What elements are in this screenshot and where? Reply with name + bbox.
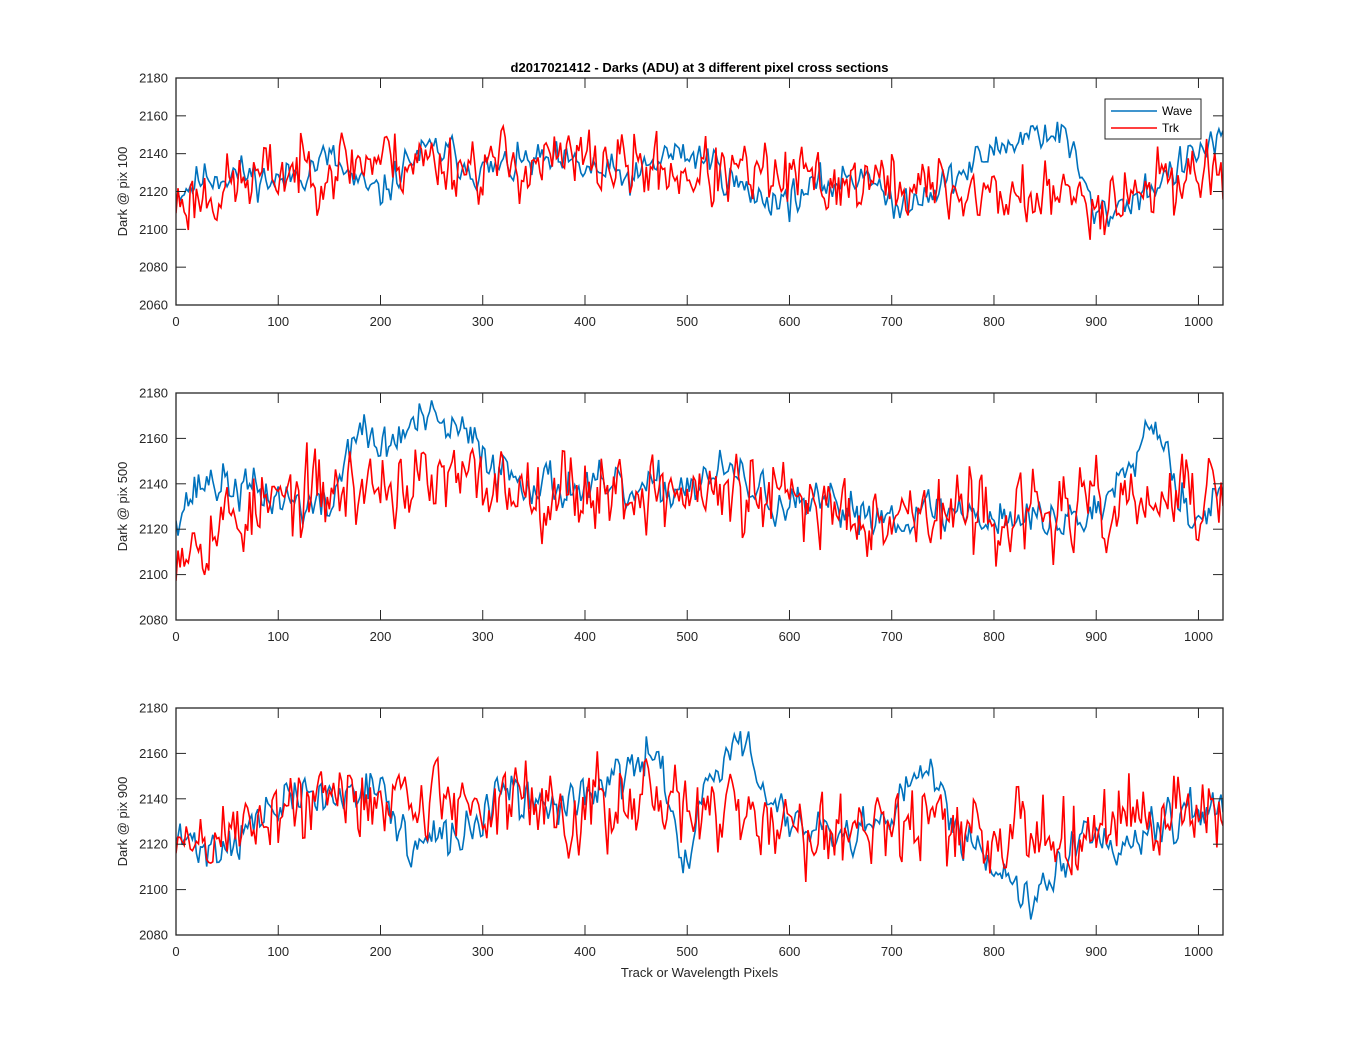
y-tick-label: 2180 [139,386,168,401]
x-tick-label: 900 [1085,314,1107,329]
x-tick-label: 0 [172,314,179,329]
y-tick-label: 2080 [139,260,168,275]
series-line-trk [176,442,1223,581]
x-tick-label: 1000 [1184,944,1213,959]
y-tick-label: 2100 [139,222,168,237]
x-tick-label: 1000 [1184,629,1213,644]
x-tick-label: 0 [172,629,179,644]
x-tick-label: 700 [881,314,903,329]
y-tick-label: 2100 [139,882,168,897]
x-axis-label: Track or Wavelength Pixels [621,965,779,980]
x-tick-label: 800 [983,314,1005,329]
axes-box [175,707,1224,936]
y-tick-label: 2100 [139,567,168,582]
legend-box [1104,98,1202,140]
x-tick-label: 200 [370,314,392,329]
series-line-trk [176,751,1223,883]
y-tick-label: 2120 [139,184,168,199]
y-tick-label: 2140 [139,791,168,806]
x-tick-label: 600 [779,944,801,959]
subplot-3: 0 100 200 300 400 500 600 700 800 900 1000 2080 2100… [115,701,1224,980]
y-tick-label: 2160 [139,431,168,446]
x-tick-label: 0 [172,944,179,959]
x-tick-label: 100 [267,944,289,959]
x-tick-label: 400 [574,944,596,959]
x-tick-label: 700 [881,944,903,959]
y-tick-label: 2120 [139,522,168,537]
y-tick-label: 2080 [139,613,168,628]
x-tick-label: 100 [267,314,289,329]
x-tick-label: 800 [983,944,1005,959]
y-axis-label: Dark @ pix 100 [115,147,130,237]
y-tick-label: 2060 [139,298,168,313]
x-tick-label: 100 [267,629,289,644]
y-tick-label: 2120 [139,837,168,852]
x-tick-label: 1000 [1184,314,1213,329]
subplot-2: 0 100 200 300 400 500 600 700 800 900 1000 2080 2100… [115,386,1224,644]
plot-area [176,78,1223,305]
x-tick-label: 600 [779,314,801,329]
x-tick-label: 500 [676,629,698,644]
x-tick-label: 300 [472,314,494,329]
x-tick-label: 400 [574,629,596,644]
x-tick-label: 400 [574,314,596,329]
legend-label-trk: Trk [1162,121,1180,135]
y-axis-label: Dark @ pix 900 [115,777,130,867]
x-tick-label: 200 [370,944,392,959]
x-tick-label: 900 [1085,944,1107,959]
x-tick-label: 600 [779,629,801,644]
y-tick-label: 2140 [139,146,168,161]
series-line-trk [176,123,1223,240]
x-tick-label: 300 [472,629,494,644]
chart-title: d2017021412 - Darks (ADU) at 3 different… [511,60,889,75]
legend-label-wave: Wave [1162,104,1193,118]
y-tick-label: 2160 [139,108,168,123]
y-axis-label: Dark @ pix 500 [115,462,130,552]
x-tick-label: 300 [472,944,494,959]
y-tick-label: 2160 [139,746,168,761]
y-tick-label: 2140 [139,476,168,491]
y-tick-label: 2080 [139,928,168,943]
plot-area [176,393,1223,620]
x-tick-label: 900 [1085,629,1107,644]
y-tick-label: 2180 [139,701,168,716]
x-tick-label: 200 [370,629,392,644]
legend: Wave Trk [1104,98,1202,140]
y-tick-label: 2180 [139,71,168,86]
axes-box [175,392,1224,621]
series-line-wave [176,731,1223,920]
x-tick-label: 500 [676,314,698,329]
x-tick-label: 800 [983,629,1005,644]
subplot-1: 0 100 200 300 400 500 600 700 800 900 1000 2060 2080… [115,60,1224,329]
x-tick-label: 700 [881,629,903,644]
x-tick-label: 500 [676,944,698,959]
